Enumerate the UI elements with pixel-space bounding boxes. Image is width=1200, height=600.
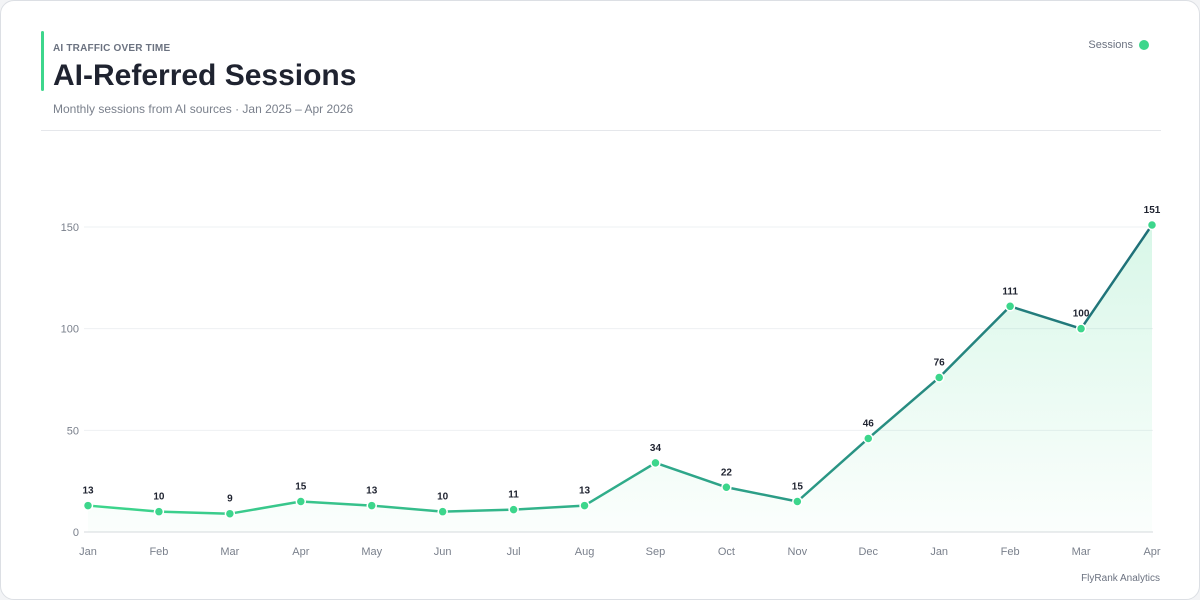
data-label: 9 (227, 494, 233, 505)
data-label: 10 (153, 492, 165, 503)
data-point (437, 506, 448, 517)
x-tick-label: Mar (220, 546, 239, 558)
x-tick-label: Jul (507, 546, 521, 558)
data-label: 13 (82, 486, 94, 497)
x-tick-label: Dec (858, 546, 878, 558)
x-tick-label: Apr (292, 546, 309, 558)
data-label: 151 (1144, 205, 1161, 216)
x-tick-label: May (361, 546, 382, 558)
data-point (153, 506, 165, 517)
x-tick-label: Aug (575, 546, 595, 558)
data-label: 13 (579, 486, 591, 497)
x-tick-label: Apr (1143, 546, 1160, 558)
data-label: 13 (366, 486, 378, 497)
data-point (82, 500, 94, 511)
data-label: 76 (934, 357, 946, 368)
data-point (224, 508, 236, 519)
legend-dot-icon (1139, 40, 1149, 50)
x-tick-label: Jan (930, 546, 948, 558)
x-tick-label: Feb (149, 546, 168, 558)
legend-label: Sessions (1088, 39, 1133, 51)
header-divider (41, 130, 1161, 131)
data-point (295, 496, 307, 507)
x-tick-label: Sep (646, 546, 666, 558)
data-label: 15 (792, 482, 804, 493)
data-label: 10 (437, 492, 449, 503)
data-label: 15 (295, 482, 307, 493)
data-point (721, 482, 732, 493)
data-point (933, 372, 945, 383)
chart-subtitle: Monthly sessions from AI sources · Jan 2… (53, 102, 354, 116)
data-point (508, 504, 519, 515)
data-point (579, 500, 590, 511)
data-point (650, 457, 661, 469)
chart-eyebrow: AI TRAFFIC OVER TIME (53, 43, 171, 54)
data-point (1146, 219, 1158, 231)
x-tick-label: Oct (718, 546, 735, 558)
y-tick-label: 150 (61, 222, 79, 234)
x-tick-label: Nov (788, 546, 808, 558)
data-label: 111 (1002, 286, 1018, 297)
data-label: 22 (721, 467, 733, 478)
footer-credit: FlyRank Analytics (1081, 573, 1160, 584)
x-tick-label: Feb (1001, 546, 1020, 558)
data-point (1004, 301, 1016, 312)
chart-title: AI-Referred Sessions (53, 59, 357, 92)
data-label: 34 (650, 443, 662, 454)
x-tick-label: Mar (1072, 546, 1091, 558)
data-label: 11 (508, 490, 519, 501)
y-tick-label: 100 (61, 324, 79, 336)
y-tick-label: 0 (73, 527, 79, 539)
x-tick-label: Jun (434, 546, 452, 558)
data-point (792, 496, 803, 507)
data-label: 46 (863, 418, 875, 429)
legend: Sessions (1088, 39, 1149, 51)
y-tick-label: 50 (67, 425, 79, 437)
accent-bar (41, 31, 44, 91)
data-point (863, 433, 874, 444)
data-point (1075, 323, 1087, 334)
data-point (366, 500, 377, 511)
x-tick-label: Jan (79, 546, 97, 558)
sessions-line (86, 223, 1154, 515)
sessions-area (88, 224, 1152, 532)
data-label: 100 (1073, 309, 1090, 320)
